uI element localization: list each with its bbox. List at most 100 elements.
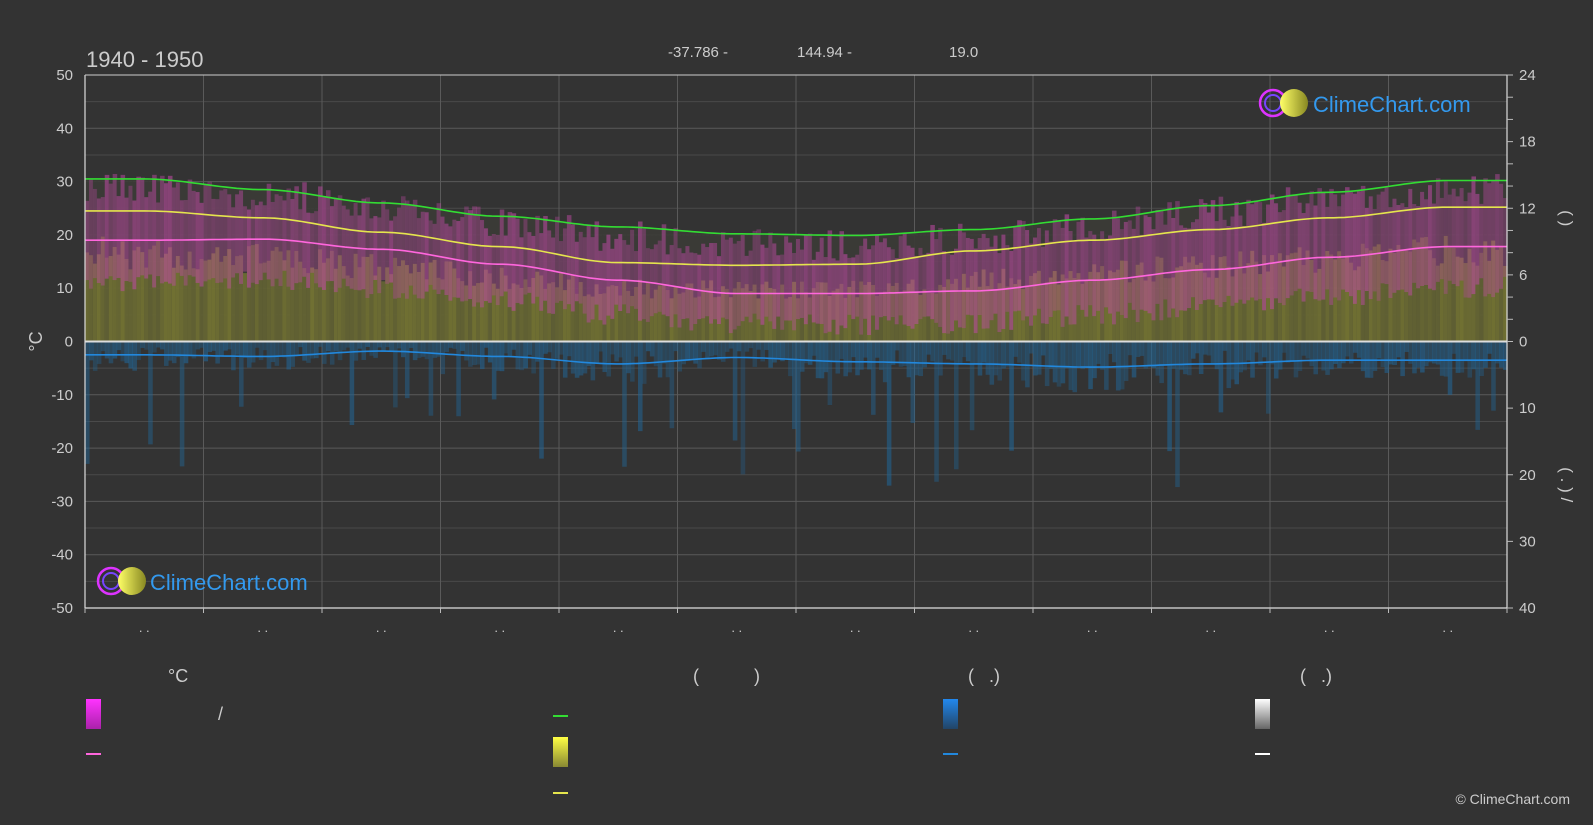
temp-range-band xyxy=(322,196,327,290)
sunshine-band xyxy=(594,284,600,342)
temp-range-band xyxy=(1420,191,1425,286)
sunshine-band xyxy=(1127,282,1133,342)
temp-range-band xyxy=(258,201,264,281)
temp-range-band xyxy=(1463,201,1469,298)
precip-band xyxy=(1119,341,1125,390)
precip-band xyxy=(677,341,683,372)
sunshine-band xyxy=(1309,260,1315,342)
sunshine-band xyxy=(1033,273,1038,342)
temp-range-band xyxy=(227,194,232,289)
sunshine-band xyxy=(1420,237,1425,342)
precip-band xyxy=(689,341,694,361)
precip-band xyxy=(219,341,224,357)
precip-band xyxy=(871,341,876,415)
sunshine-band xyxy=(1364,248,1370,342)
sunshine-band xyxy=(144,267,149,342)
precip-band xyxy=(645,341,651,352)
temp-range-band xyxy=(957,223,963,328)
temp-range-band xyxy=(1064,214,1070,317)
sunshine-band xyxy=(847,286,852,342)
daylight-band xyxy=(1230,204,1236,342)
daylight-band xyxy=(934,231,939,342)
precip-band xyxy=(709,341,714,357)
daylight-band xyxy=(183,181,189,342)
temp-range-band xyxy=(1297,202,1303,289)
precip-band xyxy=(938,341,943,376)
precip-band xyxy=(337,341,343,361)
sunshine-band xyxy=(527,287,532,342)
precip-band xyxy=(1309,341,1315,367)
precip-band xyxy=(136,341,141,361)
sunshine-band xyxy=(215,247,220,342)
sunshine-band xyxy=(389,274,394,342)
sunshine-band xyxy=(1467,248,1473,342)
sunshine-band xyxy=(160,257,165,342)
temp-range-band xyxy=(1447,194,1453,281)
legend-sunshine-swatch xyxy=(553,737,568,767)
precip-band xyxy=(1179,341,1184,370)
temp-range-band xyxy=(1499,183,1504,289)
temp-range-band xyxy=(440,216,446,290)
precip-band xyxy=(1404,341,1409,352)
precip-band xyxy=(1447,341,1453,395)
daylight-band xyxy=(480,215,485,342)
sunshine-band xyxy=(483,269,489,342)
temp-range-band xyxy=(353,203,359,290)
precip-band xyxy=(981,341,987,363)
precip-band xyxy=(298,341,303,348)
temp-range-band xyxy=(555,216,560,303)
precip-band xyxy=(1242,341,1247,371)
temp-range-band xyxy=(377,217,382,294)
temp-range-band xyxy=(523,219,528,295)
temp-range-band xyxy=(1230,216,1236,306)
precip-band xyxy=(1475,341,1480,430)
temp-range-band xyxy=(1341,194,1346,290)
temp-range-band xyxy=(100,197,106,286)
precip-band xyxy=(1044,341,1050,387)
temp-range-band xyxy=(871,245,876,316)
temp-range-band xyxy=(1392,198,1397,293)
precip-band xyxy=(772,341,777,363)
precip-band xyxy=(1202,341,1208,355)
sunshine-band xyxy=(1112,272,1117,342)
sunshine-band xyxy=(938,284,943,342)
precip-band xyxy=(859,341,864,370)
temp-range-band xyxy=(1495,174,1500,293)
temp-range-band xyxy=(1210,200,1216,300)
sunshine-band xyxy=(1297,247,1303,342)
temp-range-band xyxy=(235,194,240,274)
precip-band xyxy=(1036,341,1042,375)
temp-range-band xyxy=(1147,217,1153,314)
precip-band xyxy=(784,341,789,360)
temp-range-band xyxy=(1416,205,1421,289)
precip-band xyxy=(732,341,738,441)
precip-band xyxy=(535,341,540,362)
legend-temp-range-label: / xyxy=(218,704,224,724)
precip-band xyxy=(618,341,623,358)
temp-range-band xyxy=(381,200,386,281)
sunshine-band xyxy=(314,269,319,342)
precip-band xyxy=(1333,341,1338,364)
sunshine-band xyxy=(239,255,244,342)
precip-band xyxy=(1194,341,1200,354)
precip-band xyxy=(760,341,765,362)
precip-band xyxy=(96,341,102,364)
temp-range-band xyxy=(855,254,860,317)
daylight-band xyxy=(1163,210,1168,342)
precip-band xyxy=(152,341,157,353)
sunshine-band xyxy=(1076,273,1081,342)
precip-band xyxy=(669,341,675,429)
temp-range-band xyxy=(701,243,706,319)
temp-range-band xyxy=(424,212,430,292)
precip-band xyxy=(266,341,272,369)
sunshine-band xyxy=(480,282,485,342)
temp-range-band xyxy=(977,238,983,316)
temp-range-band xyxy=(1155,209,1160,304)
daylight-band xyxy=(562,222,568,342)
sunshine-band xyxy=(657,285,663,342)
sunshine-band xyxy=(1230,276,1236,342)
precip-band xyxy=(1214,341,1220,370)
sunshine-band xyxy=(559,272,564,342)
temp-range-band xyxy=(302,182,307,277)
sunshine-band xyxy=(614,286,619,342)
